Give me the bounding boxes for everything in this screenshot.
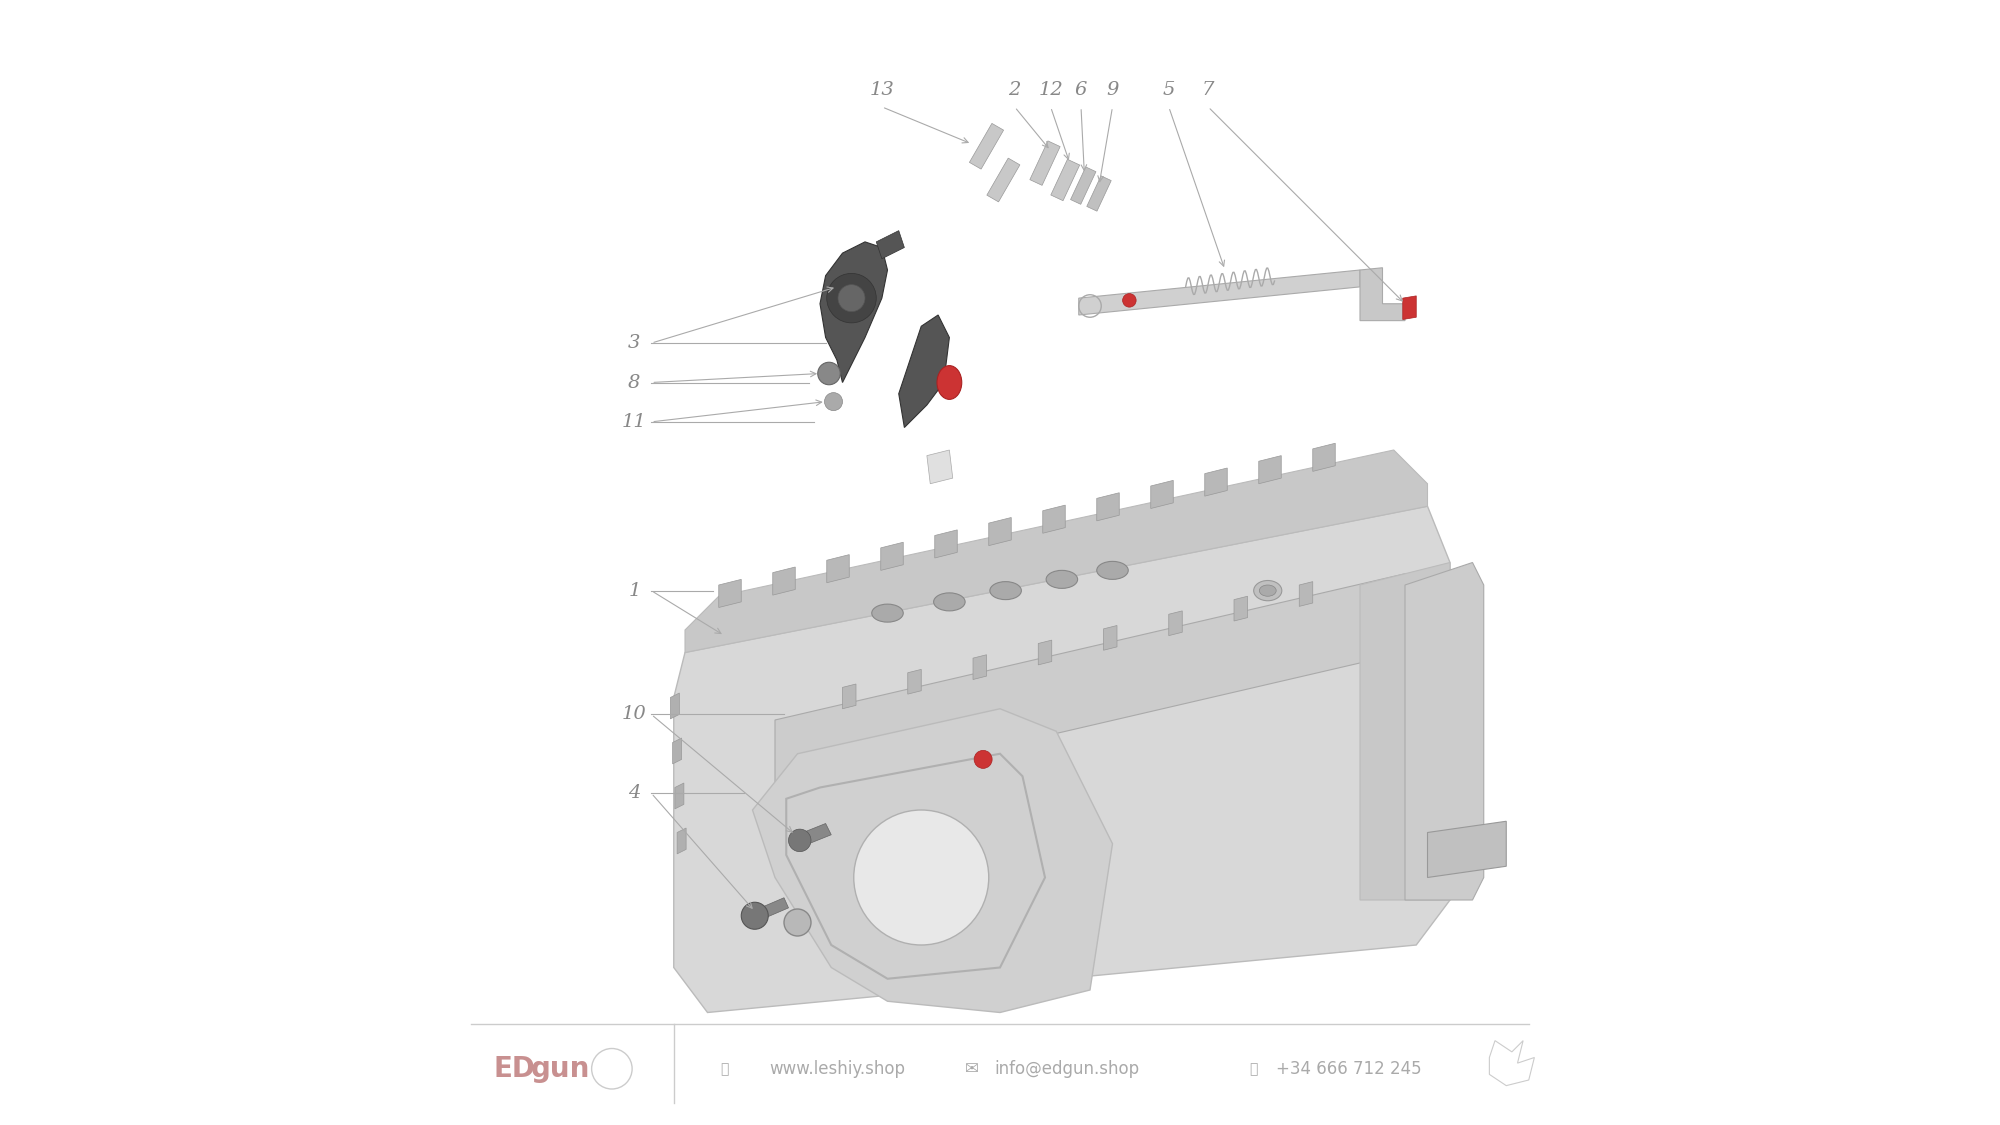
Polygon shape xyxy=(926,450,952,484)
Text: 2: 2 xyxy=(1008,81,1020,99)
Polygon shape xyxy=(1050,160,1080,200)
Polygon shape xyxy=(678,828,686,854)
Circle shape xyxy=(818,362,840,385)
Polygon shape xyxy=(1312,443,1336,471)
Ellipse shape xyxy=(936,366,962,399)
Text: 3: 3 xyxy=(628,334,640,352)
Text: 5: 5 xyxy=(1162,81,1174,99)
Ellipse shape xyxy=(934,593,966,611)
Polygon shape xyxy=(1360,562,1450,900)
Polygon shape xyxy=(1168,611,1182,636)
Text: 9: 9 xyxy=(1106,81,1118,99)
Circle shape xyxy=(1122,294,1136,307)
Text: +34 666 712 245: +34 666 712 245 xyxy=(1276,1060,1422,1078)
Text: ✉: ✉ xyxy=(964,1060,978,1078)
Polygon shape xyxy=(776,574,1404,799)
Text: ED: ED xyxy=(494,1055,536,1082)
Polygon shape xyxy=(1070,166,1096,205)
Text: 10: 10 xyxy=(622,705,646,723)
Polygon shape xyxy=(820,242,888,382)
Circle shape xyxy=(784,909,812,936)
Text: info@edgun.shop: info@edgun.shop xyxy=(994,1060,1140,1078)
Circle shape xyxy=(824,393,842,411)
Polygon shape xyxy=(1086,176,1112,212)
Polygon shape xyxy=(826,555,850,583)
Polygon shape xyxy=(1096,493,1120,521)
Polygon shape xyxy=(1404,562,1484,900)
Polygon shape xyxy=(718,579,742,608)
Polygon shape xyxy=(1150,480,1174,508)
Polygon shape xyxy=(1300,582,1312,606)
Text: gun: gun xyxy=(530,1055,590,1082)
Polygon shape xyxy=(1234,596,1248,621)
Polygon shape xyxy=(934,530,958,558)
Polygon shape xyxy=(772,567,796,595)
Text: www.leshiy.shop: www.leshiy.shop xyxy=(770,1060,906,1078)
Polygon shape xyxy=(674,783,684,809)
Polygon shape xyxy=(898,315,950,428)
Polygon shape xyxy=(986,159,1020,201)
Polygon shape xyxy=(972,655,986,680)
Polygon shape xyxy=(1038,640,1052,665)
Polygon shape xyxy=(672,738,682,764)
Polygon shape xyxy=(1030,141,1060,186)
Polygon shape xyxy=(1360,268,1404,321)
Polygon shape xyxy=(1042,505,1066,533)
Ellipse shape xyxy=(872,604,904,622)
Ellipse shape xyxy=(1254,580,1282,601)
Ellipse shape xyxy=(854,810,988,945)
Circle shape xyxy=(974,750,992,768)
Polygon shape xyxy=(670,693,680,719)
Circle shape xyxy=(838,285,864,312)
Polygon shape xyxy=(1104,626,1116,650)
Ellipse shape xyxy=(990,582,1022,600)
Text: 8: 8 xyxy=(628,374,640,391)
Polygon shape xyxy=(876,231,904,259)
Polygon shape xyxy=(674,506,1450,1012)
Polygon shape xyxy=(842,684,856,709)
Ellipse shape xyxy=(1046,570,1078,588)
Polygon shape xyxy=(988,518,1012,546)
Polygon shape xyxy=(684,450,1428,652)
Polygon shape xyxy=(1258,456,1282,484)
Circle shape xyxy=(742,902,768,929)
Polygon shape xyxy=(798,824,832,846)
Polygon shape xyxy=(1078,270,1360,315)
Polygon shape xyxy=(1204,468,1228,496)
Text: 13: 13 xyxy=(870,81,894,99)
Ellipse shape xyxy=(1260,585,1276,596)
Polygon shape xyxy=(752,709,1112,1012)
Text: 🛒: 🛒 xyxy=(720,1062,728,1076)
Text: 1: 1 xyxy=(628,582,640,600)
Text: 12: 12 xyxy=(1038,81,1064,99)
Circle shape xyxy=(788,829,812,852)
Text: 📱: 📱 xyxy=(1248,1062,1258,1076)
Text: 7: 7 xyxy=(1202,81,1214,99)
Circle shape xyxy=(826,273,876,323)
Polygon shape xyxy=(880,542,904,570)
Polygon shape xyxy=(908,669,922,694)
Polygon shape xyxy=(1428,821,1506,878)
Ellipse shape xyxy=(1096,561,1128,579)
Polygon shape xyxy=(752,898,788,921)
Polygon shape xyxy=(1402,296,1416,319)
Text: 11: 11 xyxy=(622,413,646,431)
Text: 4: 4 xyxy=(628,784,640,802)
Polygon shape xyxy=(970,124,1004,169)
Text: 6: 6 xyxy=(1074,81,1088,99)
